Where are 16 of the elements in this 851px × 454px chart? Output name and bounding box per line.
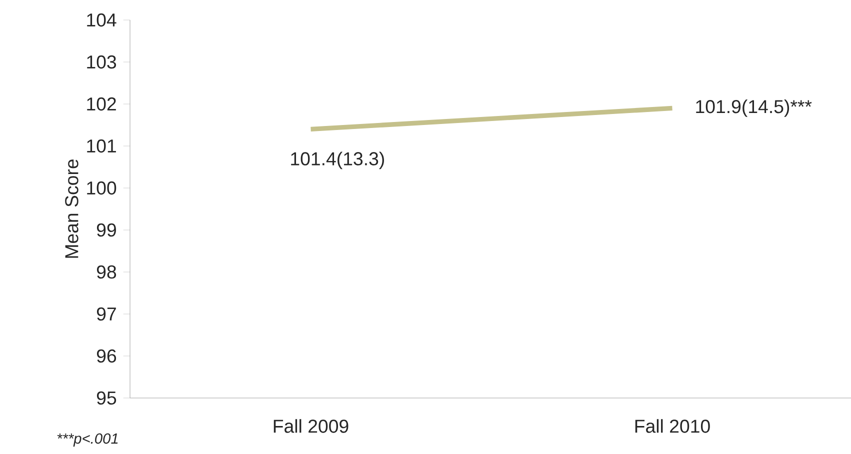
y-tick-label: 98 xyxy=(96,265,116,279)
data-label: 101.4(13.3) xyxy=(291,152,384,170)
y-tick-label: 102 xyxy=(87,97,116,111)
y-tick-label: 95 xyxy=(96,391,116,405)
x-tick-label: Fall 2009 xyxy=(274,419,348,433)
y-tick-label: 96 xyxy=(96,349,116,363)
x-tick-label: Fall 2010 xyxy=(635,419,710,433)
y-tick-label: 101 xyxy=(87,139,116,153)
y-tick-label: 103 xyxy=(87,55,116,69)
text: ***p<.001 xyxy=(57,433,118,447)
y-tick-label: 97 xyxy=(96,307,116,321)
y-tick-label: 99 xyxy=(96,223,116,237)
y-tick-label: 104 xyxy=(87,13,116,27)
y-axis-title: Mean Score xyxy=(65,160,78,258)
y-tick-label: 100 xyxy=(87,181,116,195)
data-label: 101.9(14.5)*** xyxy=(696,100,812,117)
